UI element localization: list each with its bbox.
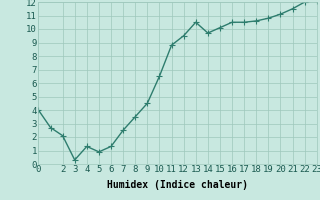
X-axis label: Humidex (Indice chaleur): Humidex (Indice chaleur) bbox=[107, 180, 248, 190]
